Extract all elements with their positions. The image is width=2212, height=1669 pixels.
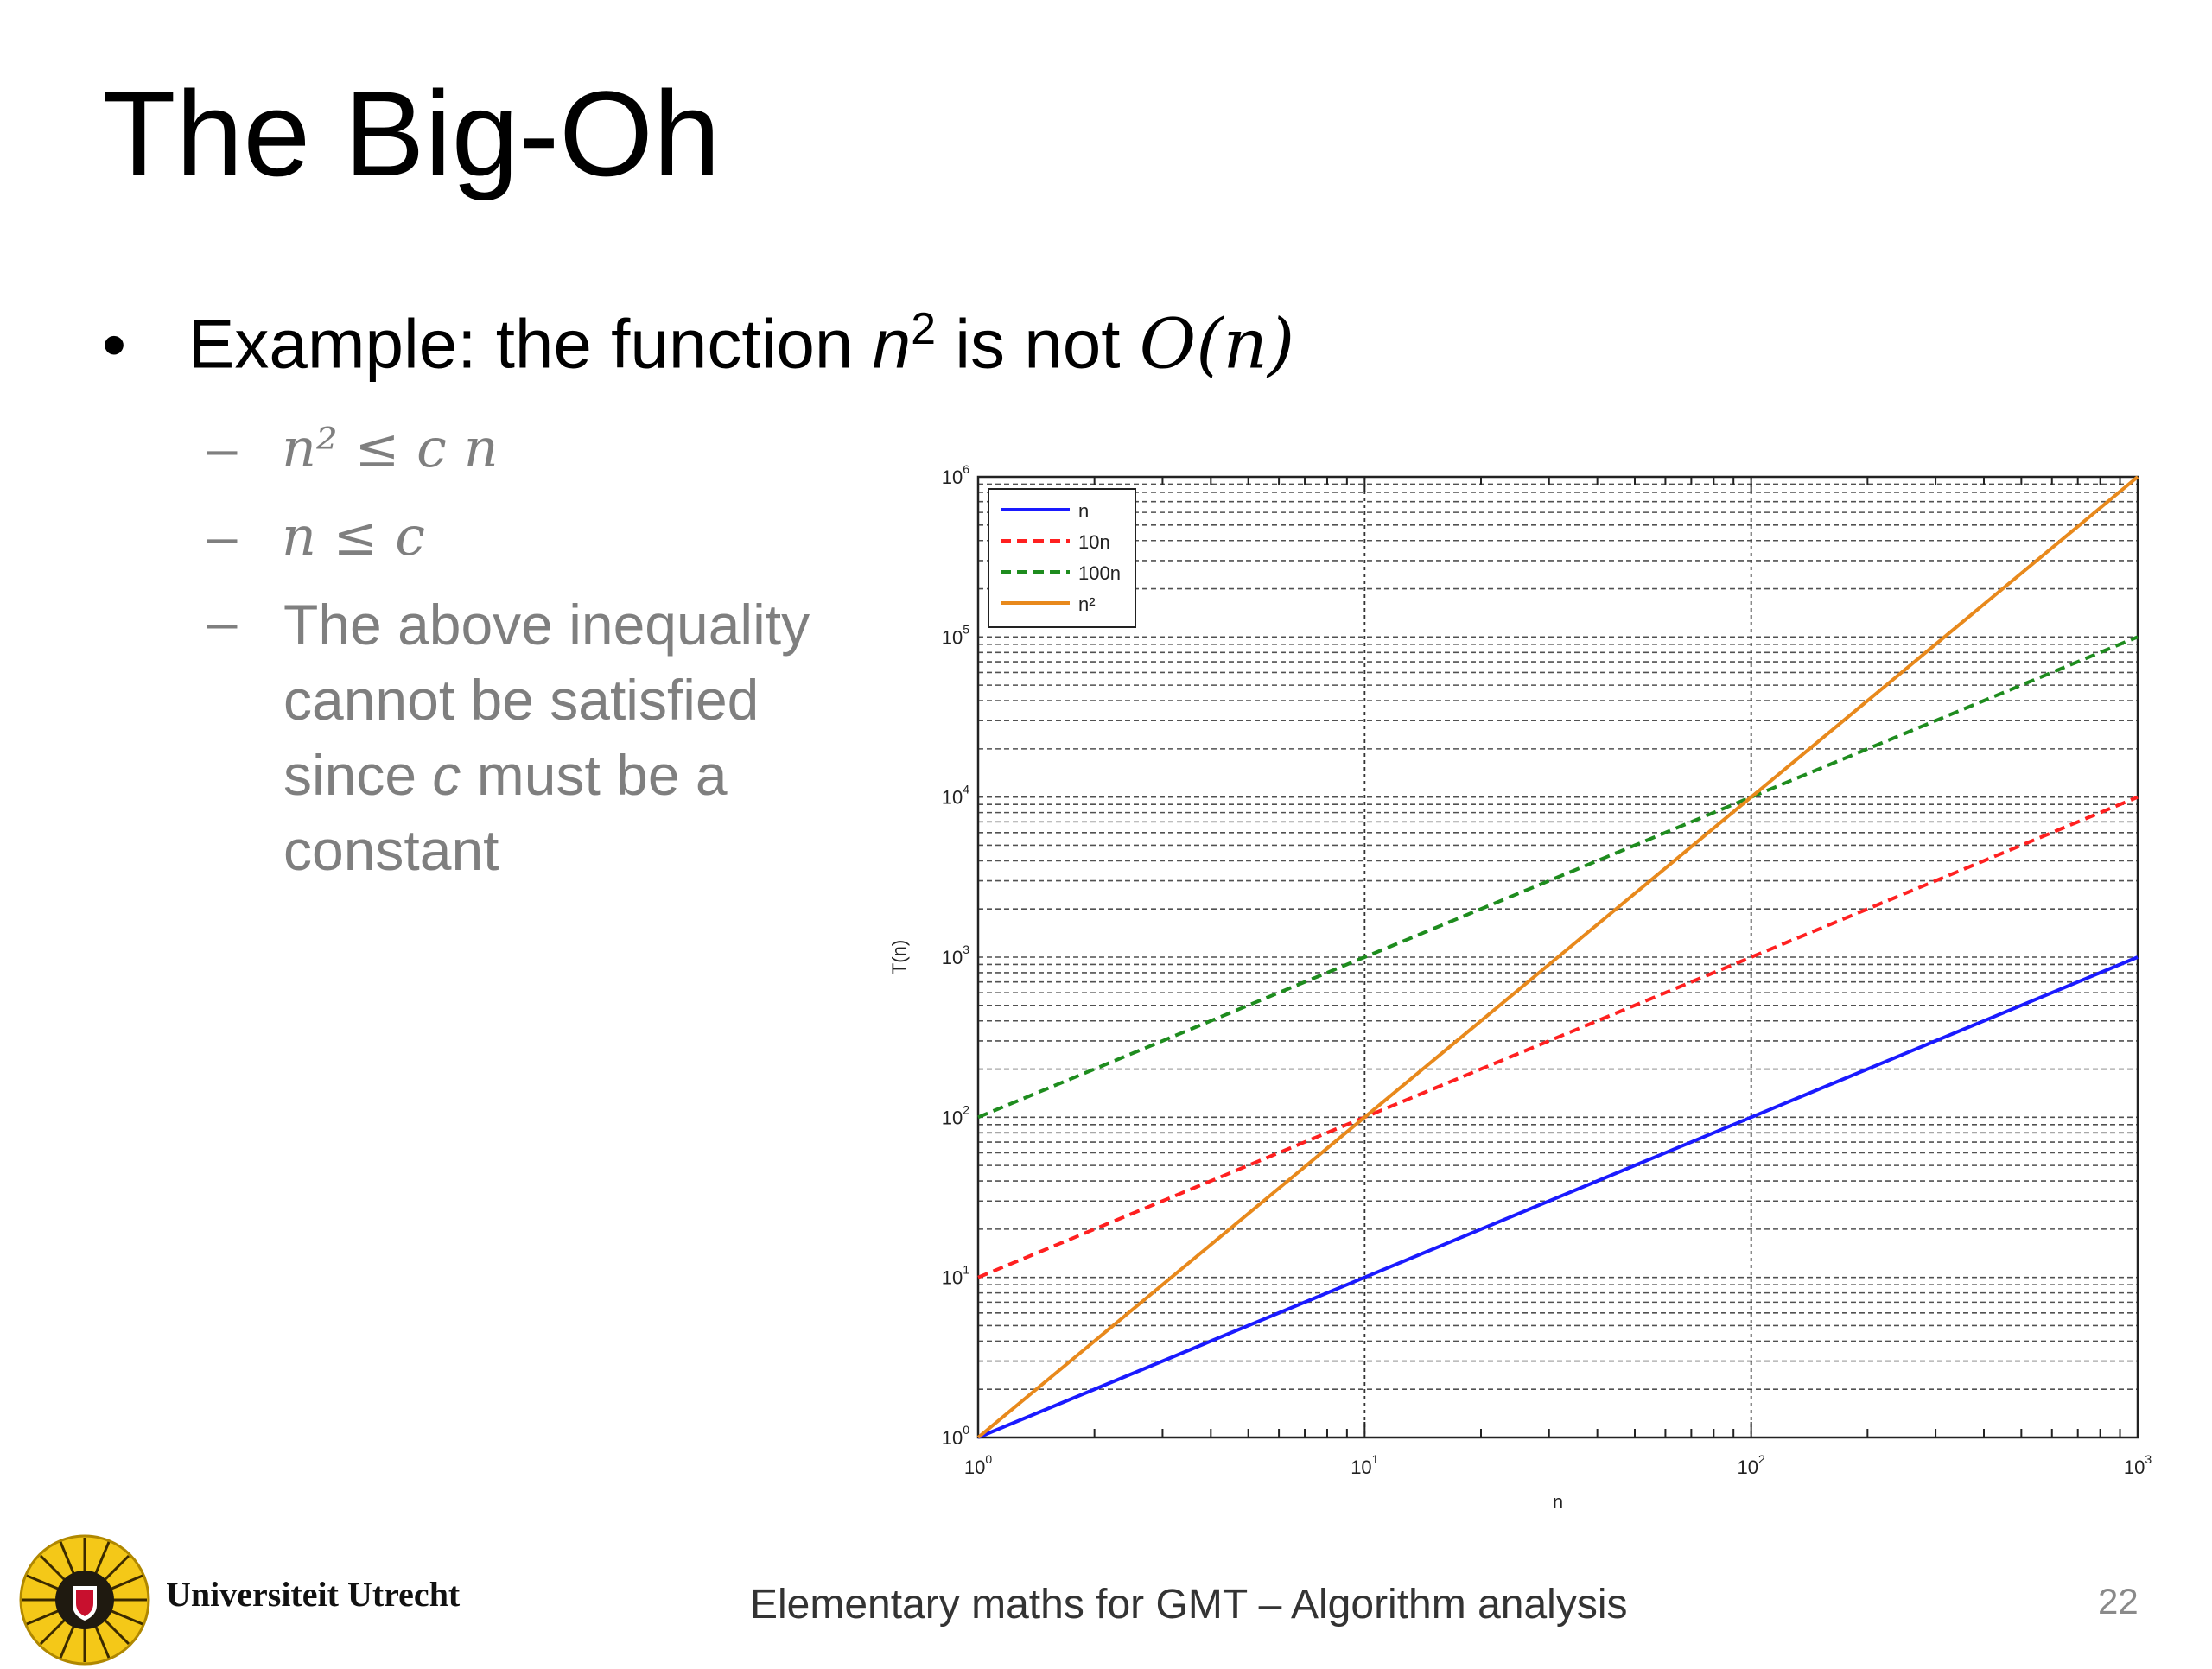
explanation-line-1: The above inequality <box>283 593 810 657</box>
slide-title: The Big-Oh <box>102 66 721 201</box>
subitem-inequality-1: – n² ≤ c n <box>207 416 499 481</box>
y-axis-label: T(n) <box>888 940 910 974</box>
y-tick-label: 101 <box>942 1263 969 1289</box>
series-line-n² <box>976 475 2139 1439</box>
loglog-chart: 100 101 102 103 100 101 102 103 104 105 106 n T(n) n 1… <box>888 462 2152 1513</box>
bullet-n: n <box>872 305 912 383</box>
inequality-2: n ≤ c <box>282 505 426 568</box>
bullet-prefix: Example: the function <box>188 305 873 383</box>
subitem-explanation: The above inequality cannot be satisfied… <box>283 587 810 888</box>
y-tick-label: 104 <box>942 783 969 809</box>
series-line-n <box>977 955 2139 1439</box>
bullet-symbol: • <box>102 305 127 383</box>
y-tick-label: 105 <box>942 622 969 648</box>
y-tick-label: 100 <box>942 1423 969 1449</box>
y-tick-label: 102 <box>942 1102 969 1128</box>
subitem-dash: – <box>207 593 238 652</box>
explanation-line-3: since c must be a <box>283 743 728 807</box>
explanation-line-2: cannot be satisfied <box>283 668 760 732</box>
bullet-middle: is not <box>935 305 1140 383</box>
x-tick-label: 101 <box>1351 1452 1378 1478</box>
chart-grid <box>978 477 2139 1437</box>
subitem-inequality-2: – n ≤ c <box>207 505 425 569</box>
legend-label: 100n <box>1078 562 1121 584</box>
legend-label: n <box>1078 500 1089 522</box>
x-tick-label: 102 <box>1738 1452 1765 1478</box>
inequality-1: n² ≤ c n <box>282 416 499 479</box>
legend-label: 10n <box>1078 531 1110 553</box>
page-number: 22 <box>2098 1581 2139 1621</box>
series-line-100n <box>977 635 2139 1120</box>
legend-label: n² <box>1078 593 1096 615</box>
university-seal-logo <box>19 1534 150 1666</box>
explanation-line-4: constant <box>283 818 499 882</box>
y-tick-label: 103 <box>942 942 969 968</box>
bullet-item: • Example: the function n2 is not O(n) <box>102 302 1294 386</box>
chart-legend: n 10n 100n n² <box>988 488 1136 628</box>
x-tick-label: 100 <box>964 1452 992 1478</box>
x-tick-label: 103 <box>2124 1452 2152 1478</box>
university-name: Universiteit Utrecht <box>166 1575 461 1614</box>
bullet-superscript: 2 <box>911 304 936 354</box>
footer-course-title: Elementary maths for GMT – Algorithm ana… <box>750 1582 1628 1628</box>
big-o-expression: O(n) <box>1139 303 1295 384</box>
constant-c: c <box>432 743 461 807</box>
subitem-dash: – <box>207 419 238 479</box>
x-axis-label: n <box>1553 1491 1563 1513</box>
subitem-explanation-dash: – <box>207 591 237 655</box>
series-line-10n <box>977 795 2139 1279</box>
subitem-dash: – <box>207 507 238 567</box>
y-tick-label: 106 <box>942 462 969 488</box>
